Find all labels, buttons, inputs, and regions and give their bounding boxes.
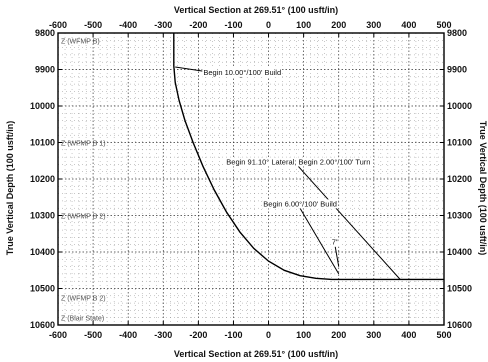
y-tick-label-right-5: 10300 bbox=[447, 211, 472, 221]
x-tick-label-top-1: -500 bbox=[84, 20, 102, 30]
x-tick-label-top-8: 200 bbox=[331, 20, 346, 30]
annotations: Begin 10.00°/100' Build Begin 91.10° Late… bbox=[175, 66, 401, 280]
formation-markers: Z (WFMP B) Z (WFMP B 1) Z (WFMP B 2) Z (WFM… bbox=[61, 38, 106, 322]
x-tick-label-top-9: 300 bbox=[366, 20, 381, 30]
y-tick-label-left-7: 10500 bbox=[30, 284, 55, 294]
annotation-bg-3 bbox=[330, 237, 340, 247]
x-tick-label-bottom-10: 400 bbox=[401, 330, 416, 340]
x-tick-label-top-4: -200 bbox=[189, 20, 207, 30]
formation-label-1: Z (WFMP B 1) bbox=[61, 141, 106, 148]
y-axis-label: True Vertical Depth (100 usft/in) bbox=[5, 121, 15, 256]
y-tick-label-left-5: 10300 bbox=[30, 211, 55, 221]
annotation-bg-2 bbox=[262, 199, 338, 209]
x-tick-label-top-5: -100 bbox=[224, 20, 242, 30]
annotation-bg-1 bbox=[225, 157, 372, 167]
x-tick-label-bottom-6: 0 bbox=[266, 330, 271, 340]
y-tick-label-left-0: 9800 bbox=[35, 28, 55, 38]
x-tick-label-top-7: 100 bbox=[296, 20, 311, 30]
x-tick-label-top-10: 400 bbox=[401, 20, 416, 30]
formation-label-4: Z (Blair State) bbox=[61, 316, 104, 323]
x-tick-label-bottom-2: -400 bbox=[119, 330, 137, 340]
x-tick-label-bottom-3: -300 bbox=[154, 330, 172, 340]
y-axis-label-right-clipped: True Vertical Depth (100 usft/in) bbox=[478, 121, 488, 256]
y-tick-label-right-1: 9900 bbox=[447, 65, 467, 75]
y-tick-label-left-3: 10100 bbox=[30, 138, 55, 148]
y-tick-label-left-1: 9900 bbox=[35, 65, 55, 75]
formation-label-2: Z (WFMP B 2) bbox=[61, 214, 106, 221]
y-axis-label-right: True Vertical Depth (100 usft/in) bbox=[478, 121, 488, 256]
x-tick-label-bottom-9: 300 bbox=[366, 330, 381, 340]
annotation-leader-2 bbox=[299, 208, 340, 275]
y-tick-label-left-8: 10600 bbox=[30, 320, 55, 330]
annotation-bg-0 bbox=[202, 67, 283, 77]
annotation-label-0: Begin 10.00°/100' Build bbox=[203, 68, 281, 77]
x-tick-label-bottom-11: 500 bbox=[436, 330, 451, 340]
y-tick-label-right-0: 9800 bbox=[447, 28, 467, 38]
y-tick-label-left-2: 10000 bbox=[30, 101, 55, 111]
y-tick-label-right-3: 10100 bbox=[447, 138, 472, 148]
y-tick-label-left-4: 10200 bbox=[30, 174, 55, 184]
x-tick-label-top-11: 500 bbox=[436, 20, 451, 30]
formation-label-0: Z (WFMP B) bbox=[61, 38, 100, 45]
y-tick-label-right-6: 10400 bbox=[447, 247, 472, 257]
annotation-leader-3 bbox=[334, 246, 340, 267]
annotation-leader-1 bbox=[298, 166, 401, 280]
y-tick-label-left-6: 10400 bbox=[30, 247, 55, 257]
x-tick-label-top-3: -300 bbox=[154, 20, 172, 30]
formation-label-3: Z (WFMP B 2) bbox=[61, 296, 106, 303]
wellbore-trajectory-line-0 bbox=[173, 33, 444, 281]
x-tick-label-bottom-8: 200 bbox=[331, 330, 346, 340]
annotation-label-2: Begin 6.00°/100' Build bbox=[263, 199, 337, 208]
y-tick-label-right-4: 10200 bbox=[447, 174, 472, 184]
axis-ticks: -600 -600 -500 -500 -400 -400 -300 -300 -200 -200… bbox=[30, 20, 472, 340]
y-tick-label-right-8: 10600 bbox=[447, 320, 472, 330]
x-tick-label-bottom-7: 100 bbox=[296, 330, 311, 340]
x-tick-label-top-2: -400 bbox=[119, 20, 137, 30]
grid bbox=[57, 32, 445, 326]
series bbox=[173, 33, 444, 281]
y-tick-label-right-7: 10500 bbox=[447, 284, 472, 294]
x-tick-label-top-6: 0 bbox=[266, 20, 271, 30]
x-tick-label-bottom-0: -600 bbox=[49, 330, 67, 340]
x-tick-label-bottom-1: -500 bbox=[84, 330, 102, 340]
chart-title: Vertical Section at 269.51° (100 usft/in… bbox=[174, 5, 338, 15]
y-tick-label-right-2: 10000 bbox=[447, 101, 472, 111]
x-axis-label: Vertical Section at 269.51° (100 usft/in… bbox=[174, 349, 338, 359]
x-tick-label-bottom-5: -100 bbox=[224, 330, 242, 340]
x-tick-label-bottom-4: -200 bbox=[189, 330, 207, 340]
x-tick-label-top-0: -600 bbox=[49, 20, 67, 30]
annotation-label-1: Begin 91.10° Lateral; Begin 2.00°/100' T… bbox=[226, 157, 370, 166]
annotation-label-3: 7" bbox=[332, 238, 339, 247]
